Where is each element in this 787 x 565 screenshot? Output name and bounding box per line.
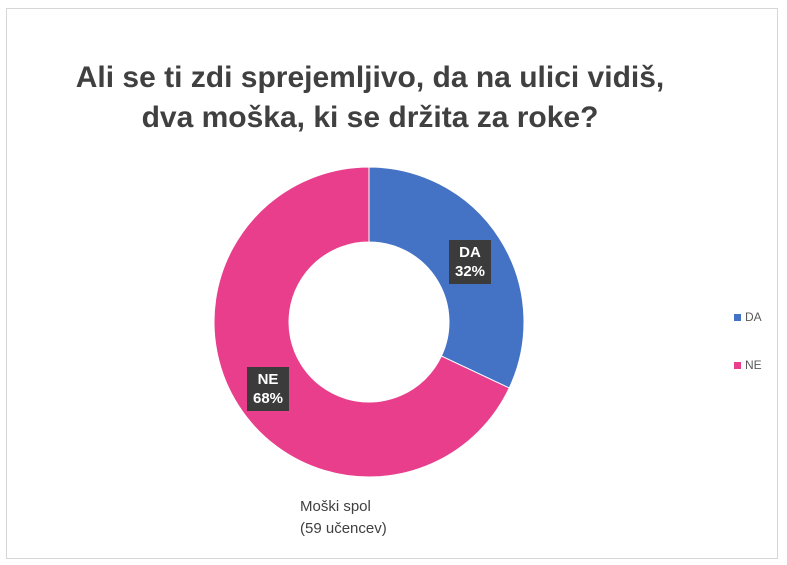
legend-swatch-da (734, 313, 741, 321)
chart-subtitle: Moški spol (59 učencev) (300, 496, 460, 540)
legend: DA NE (734, 308, 762, 404)
subtitle-line-2: (59 učencev) (300, 520, 387, 537)
subtitle-line-1: Moški spol (300, 498, 371, 515)
data-label-da-category: DA (459, 244, 481, 261)
chart-title: Ali se ti zdi sprejemljivo, da na ulici … (0, 58, 740, 138)
data-label-da-percent: 32% (455, 263, 486, 280)
legend-item-ne: NE (734, 356, 762, 374)
legend-label-da: DA (745, 310, 762, 324)
data-label-ne-percent: 68% (253, 390, 284, 407)
chart-title-line-2: dva moška, ki se držita za roke? (141, 101, 599, 134)
chart-title-line-1: Ali se ti zdi sprejemljivo, da na ulici … (75, 61, 665, 94)
legend-item-da: DA (734, 308, 762, 326)
data-label-da: DA 32% (449, 240, 492, 284)
data-label-ne-category: NE (257, 371, 279, 388)
legend-label-ne: NE (745, 358, 762, 372)
donut-slice-da (368, 166, 525, 389)
legend-swatch-ne (734, 361, 741, 369)
data-label-ne: NE 68% (247, 367, 290, 411)
